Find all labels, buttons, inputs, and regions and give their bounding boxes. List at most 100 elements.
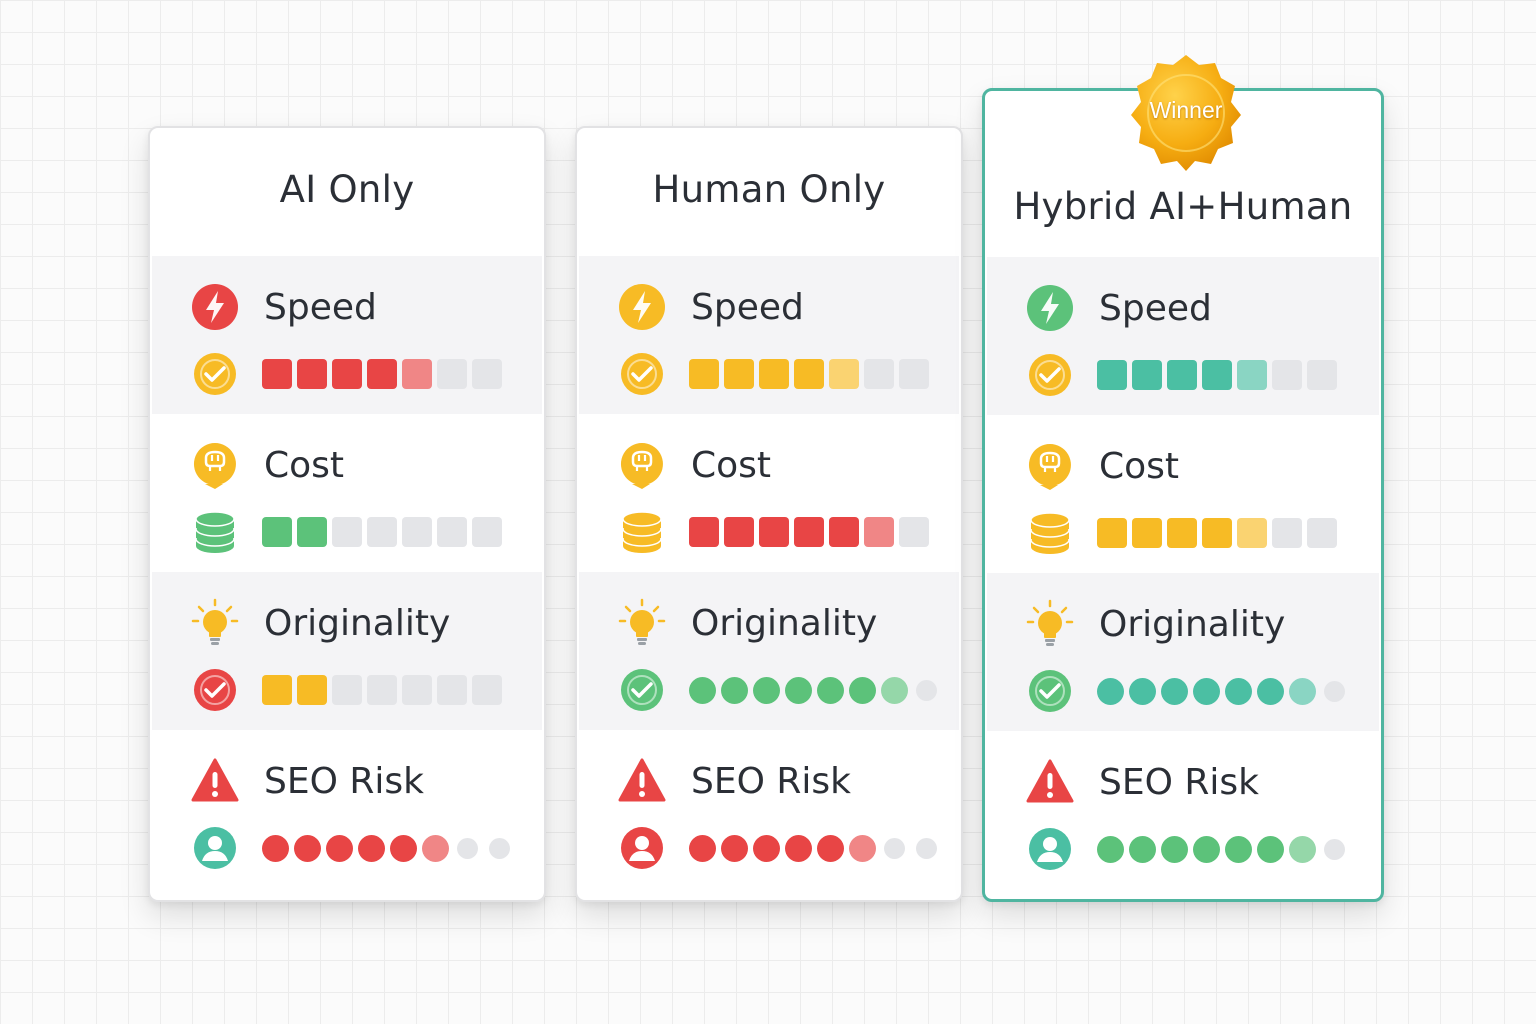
metric-row-originality: Originality — [152, 572, 542, 730]
rating-dot-filled — [689, 834, 716, 862]
rating-segment-filled — [367, 359, 397, 389]
metric-label: Speed — [1099, 287, 1212, 329]
rating-segment-filled — [794, 517, 824, 547]
rating-dot-filled — [422, 834, 449, 862]
metric-label: Speed — [264, 286, 377, 328]
metric-rating — [192, 510, 502, 554]
rating-dot-filled — [1129, 677, 1156, 705]
rating-dot-empty — [1324, 838, 1345, 860]
rating-dot-filled — [1129, 835, 1156, 863]
rating-segment-empty — [402, 517, 432, 547]
lightbulb-icon — [617, 598, 667, 648]
rating-segment-filled — [297, 359, 327, 389]
check-circle-icon — [192, 667, 238, 713]
rating-dot-filled — [1257, 835, 1284, 863]
rating-segment-empty — [1272, 360, 1302, 390]
metric-label: Cost — [1099, 445, 1180, 487]
rating-segment-empty — [899, 517, 929, 547]
user-icon — [619, 825, 665, 871]
rating-segment-empty — [332, 517, 362, 547]
metric-row-speed: Speed — [579, 256, 959, 414]
warning-icon — [190, 756, 240, 806]
metric-row-speed: Speed — [987, 257, 1379, 415]
comparison-card-ai-only: AI Only Speed Cost Originality SEO Risk — [148, 126, 546, 902]
rating-segment-filled — [759, 517, 789, 547]
rating-meter — [262, 359, 502, 389]
check-circle-icon — [1027, 668, 1073, 714]
metric-header: Cost — [190, 440, 344, 490]
rating-dot-filled — [1097, 677, 1124, 705]
metric-rating — [619, 668, 940, 712]
rating-dot-filled — [721, 676, 748, 704]
metric-rating — [1027, 827, 1348, 871]
metric-rating — [1027, 669, 1348, 713]
lightbulb-icon — [1025, 599, 1075, 649]
coin-stack-icon — [1027, 510, 1073, 556]
user-icon — [1027, 826, 1073, 872]
rating-dot-filled — [785, 676, 812, 704]
coin-stack-icon — [192, 509, 238, 555]
rating-meter — [689, 834, 940, 862]
metric-rating — [192, 668, 502, 712]
metric-row-cost: Cost — [987, 415, 1379, 573]
rating-segment-filled — [297, 675, 327, 705]
lightbulb-icon — [190, 598, 240, 648]
metric-rating — [1027, 353, 1337, 397]
metric-row-cost: Cost — [152, 414, 542, 572]
rating-segment-filled — [1132, 360, 1162, 390]
medal-icon — [1131, 55, 1241, 171]
metric-rating — [192, 826, 513, 870]
rating-segment-empty — [472, 517, 502, 547]
rating-segment-empty — [472, 359, 502, 389]
user-icon — [192, 825, 238, 871]
rating-dot-filled — [881, 676, 908, 704]
metric-row-originality: Originality — [579, 572, 959, 730]
rating-dot-filled — [753, 834, 780, 862]
warning-icon — [617, 756, 667, 806]
rating-dot-filled — [1161, 677, 1188, 705]
rating-meter — [1097, 518, 1337, 548]
rating-segment-filled — [262, 517, 292, 547]
rating-segment-filled — [724, 359, 754, 389]
rating-segment-empty — [1307, 360, 1337, 390]
metric-header: Originality — [617, 598, 877, 648]
rating-segment-filled — [1237, 518, 1267, 548]
rating-segment-filled — [724, 517, 754, 547]
rating-segment-empty — [437, 675, 467, 705]
comparison-card-hybrid: Winner Hybrid AI+Human Speed Cost Original… — [982, 55, 1384, 902]
rating-meter — [1097, 360, 1337, 390]
metric-label: Originality — [264, 602, 451, 644]
rating-segment-empty — [864, 359, 894, 389]
rating-segment-filled — [262, 675, 292, 705]
metric-header: Speed — [617, 282, 804, 332]
metric-label: SEO Risk — [1099, 761, 1259, 803]
metric-header: Speed — [190, 282, 377, 332]
rating-dot-filled — [1193, 835, 1220, 863]
rating-segment-filled — [402, 359, 432, 389]
metric-label: Originality — [691, 602, 878, 644]
metric-label: SEO Risk — [264, 760, 424, 802]
rating-segment-filled — [864, 517, 894, 547]
metric-label: Speed — [691, 286, 804, 328]
metric-row-seo-risk: SEO Risk — [987, 731, 1379, 889]
rating-dot-filled — [1257, 677, 1284, 705]
rating-dot-filled — [326, 834, 353, 862]
rating-segment-filled — [1167, 360, 1197, 390]
metric-header: Speed — [1025, 283, 1212, 333]
card-title: AI Only — [279, 168, 415, 211]
rating-meter — [262, 675, 502, 705]
rating-segment-filled — [689, 359, 719, 389]
rating-segment-filled — [689, 517, 719, 547]
rating-segment-filled — [794, 359, 824, 389]
rating-dot-filled — [1225, 835, 1252, 863]
metric-label: Originality — [1099, 603, 1286, 645]
rating-segment-filled — [1202, 360, 1232, 390]
rating-segment-filled — [829, 359, 859, 389]
rating-dot-filled — [849, 834, 876, 862]
rating-segment-empty — [367, 675, 397, 705]
metric-header: Cost — [1025, 441, 1179, 491]
lightning-icon — [617, 282, 667, 332]
rating-dot-filled — [817, 834, 844, 862]
rating-segment-filled — [332, 359, 362, 389]
rating-segment-filled — [297, 517, 327, 547]
